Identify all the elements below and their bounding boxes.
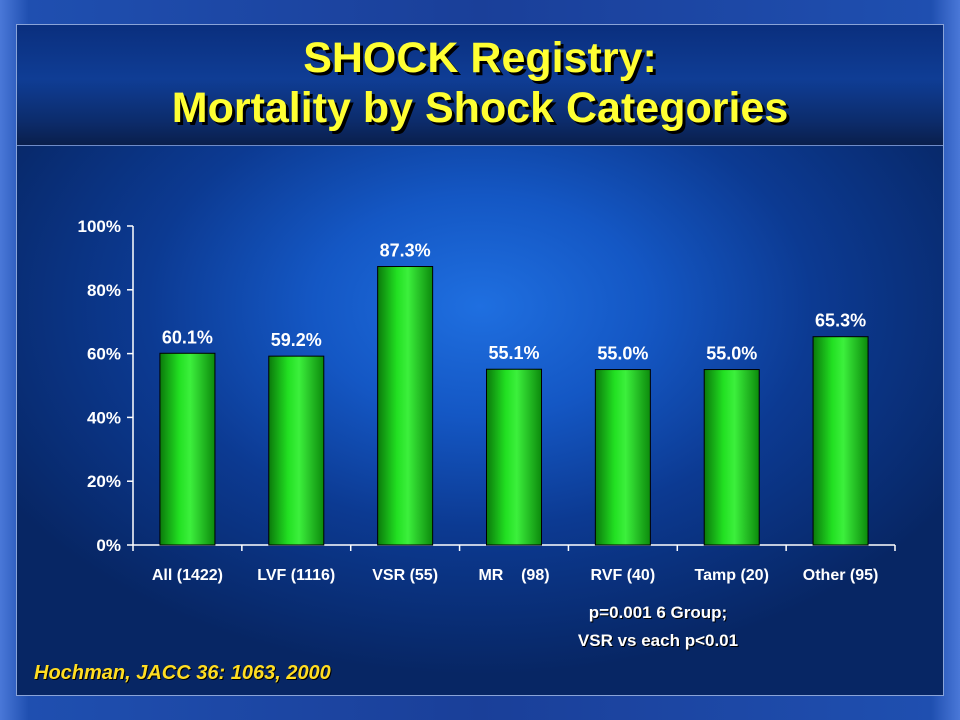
stat-note-line1: p=0.001 6 Group;: [588, 603, 728, 622]
stat-note-line2: VSR vs each p<0.01: [577, 631, 739, 650]
y-tick-label: 60%: [87, 345, 121, 364]
y-tick-label: 40%: [87, 408, 121, 427]
bar: [377, 266, 434, 546]
y-tick-label: 100%: [78, 217, 121, 236]
chart-labels: 60.1% All (1422) 59.2% LVF (1116) 87.3% VSR (…: [152, 241, 879, 584]
data-label: 55.0%: [706, 344, 757, 364]
y-tick-label: 20%: [87, 472, 121, 491]
title-band: SHOCK Registry: Mortality by Shock Categ…: [17, 25, 943, 146]
category-label: LVF (1116): [257, 567, 335, 584]
category-label: Other (95): [803, 567, 879, 584]
y-tick-label: 0%: [96, 536, 121, 555]
slide-title-line1: SHOCK Registry:: [303, 34, 657, 82]
category-label: MR (98): [478, 567, 549, 584]
data-label: 65.3%: [815, 311, 866, 331]
bar: [159, 352, 216, 546]
chart-bars: [159, 266, 869, 546]
bar: [812, 336, 869, 546]
data-label: 59.2%: [271, 330, 322, 350]
category-label: Tamp (20): [695, 567, 769, 584]
category-label: RVF (40): [591, 567, 656, 584]
data-label: 60.1%: [162, 327, 213, 347]
slide-frame: SHOCK Registry: Mortality by Shock Categ…: [16, 24, 944, 696]
data-label: 55.1%: [488, 343, 539, 363]
bar: [486, 368, 542, 546]
chart-axes: 0% 20% 40% 60% 80% 100%: [78, 217, 896, 555]
data-label: 87.3%: [380, 241, 431, 261]
data-label: 55.0%: [597, 344, 648, 364]
category-label: VSR (55): [372, 567, 438, 584]
y-tick-label: 80%: [87, 281, 121, 300]
citation: Hochman, JACC 36: 1063, 2000: [34, 662, 331, 684]
category-label: All (1422): [152, 567, 223, 584]
bar: [268, 355, 325, 546]
bar: [594, 369, 651, 546]
slide-title-line2: Mortality by Shock Categories: [171, 84, 789, 132]
bar: [703, 369, 760, 546]
